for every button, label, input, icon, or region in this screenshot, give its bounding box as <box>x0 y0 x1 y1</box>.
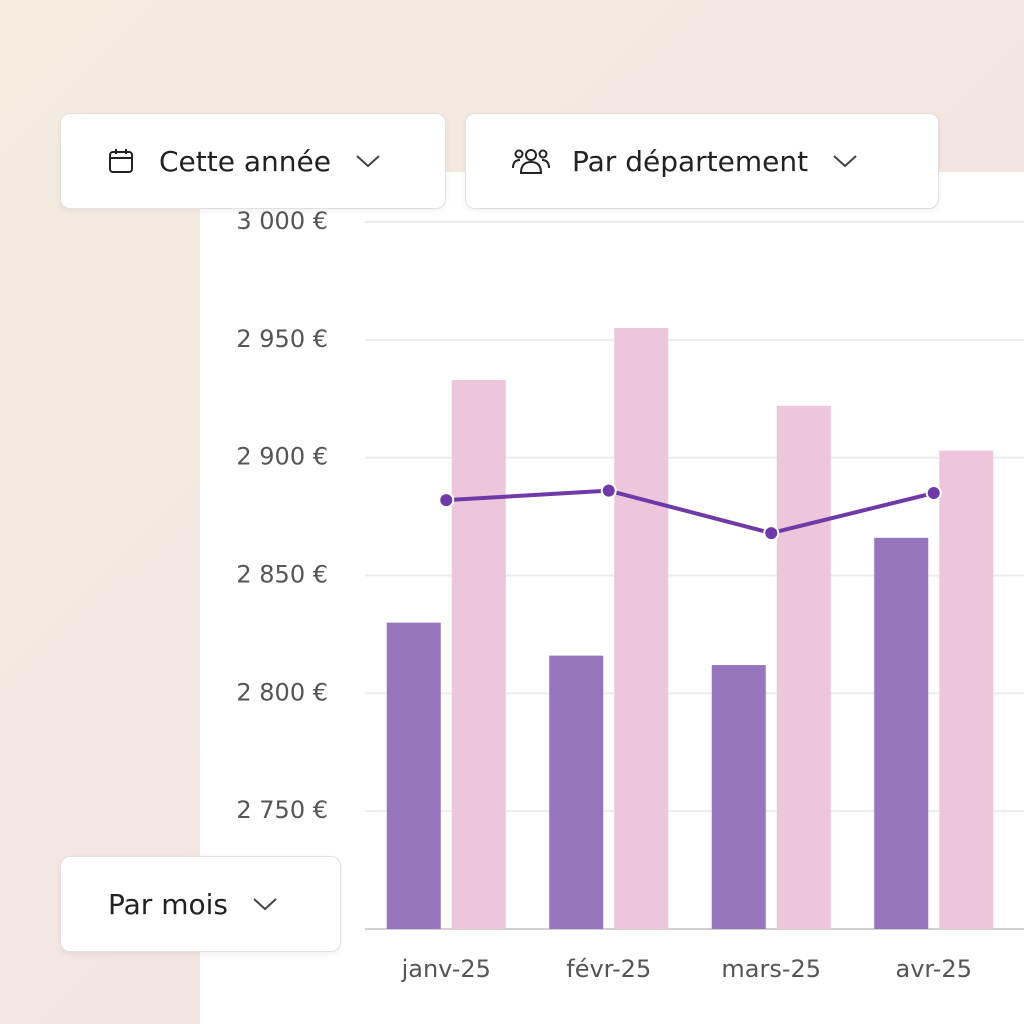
period-dropdown[interactable]: Cette année <box>60 113 446 209</box>
granularity-dropdown[interactable]: Par mois <box>60 856 341 952</box>
group-dropdown[interactable]: Par département <box>465 113 939 209</box>
line <box>446 488 935 536</box>
dropdown-label: Par département <box>572 144 809 178</box>
bar <box>874 537 929 929</box>
chevron <box>356 155 380 168</box>
bar <box>614 328 669 929</box>
y-tick-label: 2 750 € <box>236 796 328 824</box>
bar <box>386 622 441 929</box>
dropdown-label: Par mois <box>108 887 228 921</box>
x-tick-label: avr-25 <box>896 955 972 983</box>
line-point <box>438 492 455 509</box>
x-tick-label: janv-25 <box>401 955 491 983</box>
dropdown-label: Cette année <box>159 144 331 178</box>
people-icon <box>512 149 550 174</box>
bar <box>451 379 506 929</box>
line-point <box>925 485 942 502</box>
y-tick-label: 2 950 € <box>236 325 328 353</box>
x-tick-label: févr-25 <box>566 955 651 983</box>
chevron <box>253 898 277 911</box>
bar <box>776 405 831 929</box>
y-tick-label: 2 850 € <box>236 561 328 589</box>
y-tick-label: 2 900 € <box>236 443 328 471</box>
calendar-icon <box>109 149 133 173</box>
bar <box>549 655 604 929</box>
bar <box>711 665 766 929</box>
y-tick-label: 2 800 € <box>236 678 328 706</box>
x-tick-label: mars-25 <box>721 955 821 983</box>
chevron <box>833 155 857 168</box>
line-point <box>600 482 617 499</box>
bar <box>939 450 994 929</box>
y-tick-label: 3 000 € <box>236 207 328 235</box>
line-point <box>763 525 780 542</box>
